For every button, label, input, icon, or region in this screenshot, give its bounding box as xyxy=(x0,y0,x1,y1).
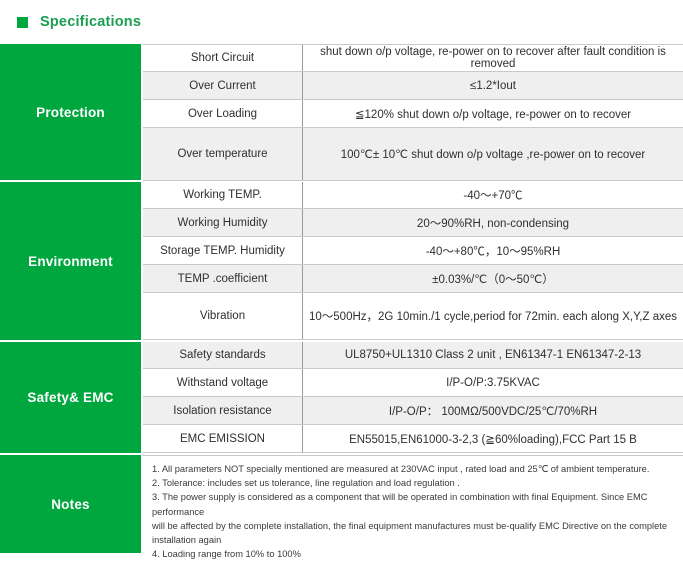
spec-group-environment: Environment Working TEMP. -40～+70℃ Worki… xyxy=(0,182,683,342)
spec-group-protection: Protection Short Circuit shut down o/p v… xyxy=(0,44,683,182)
group-label-environment: Environment xyxy=(0,182,141,342)
green-square-bullet-icon xyxy=(17,16,28,28)
notes-body: 1. All parameters NOT specially mentione… xyxy=(141,455,683,559)
table-row: TEMP .coefficient ±0.03%/℃（0～50℃） xyxy=(143,265,683,293)
group-label-safety-emc: Safety& EMC xyxy=(0,342,141,455)
table-row: Working Humidity 20～90%RH, non-condensin… xyxy=(143,209,683,237)
table-row: Over temperature 100℃± 10℃ shut down o/p… xyxy=(143,128,683,181)
row-value: UL8750+UL1310 Class 2 unit , EN61347-1 E… xyxy=(303,342,683,368)
row-key: Safety standards xyxy=(143,342,303,368)
group-rows-environment: Working TEMP. -40～+70℃ Working Humidity … xyxy=(141,182,683,342)
row-key: TEMP .coefficient xyxy=(143,265,303,292)
table-row: Storage TEMP. Humidity -40～+80℃，10～95%RH xyxy=(143,237,683,265)
group-label-notes: Notes xyxy=(0,455,141,553)
table-row: Over Current ≤1.2*Iout xyxy=(143,72,683,100)
row-value: 20～90%RH, non-condensing xyxy=(303,209,683,236)
note-line: 4. Loading range from 10% to 100% xyxy=(152,549,301,560)
note-line: will be affected by the complete install… xyxy=(152,520,668,531)
row-value: -40～+80℃，10～95%RH xyxy=(303,237,683,264)
row-key: Working TEMP. xyxy=(143,182,303,208)
note-line: 2. Tolerance: includes set us tolerance,… xyxy=(152,478,460,489)
row-key: Short Circuit xyxy=(143,45,303,71)
table-row: Working TEMP. -40～+70℃ xyxy=(143,182,683,209)
table-row: Withstand voltage I/P-O/P:3.75KVAC xyxy=(143,369,683,397)
table-row: Safety standards UL8750+UL1310 Class 2 u… xyxy=(143,342,683,369)
specifications-table: Protection Short Circuit shut down o/p v… xyxy=(0,44,683,559)
row-value: I/P-O/P:3.75KVAC xyxy=(303,369,683,396)
row-key: Isolation resistance xyxy=(143,397,303,424)
row-key: Vibration xyxy=(143,293,303,339)
row-key: Working Humidity xyxy=(143,209,303,236)
table-row: Over Loading ≦120% shut down o/p voltage… xyxy=(143,100,683,128)
spec-group-safety-emc: Safety& EMC Safety standards UL8750+UL13… xyxy=(0,342,683,455)
row-value: 100℃± 10℃ shut down o/p voltage ,re-powe… xyxy=(303,128,683,180)
row-key: Storage TEMP. Humidity xyxy=(143,237,303,264)
spec-group-notes: Notes 1. All parameters NOT specially me… xyxy=(0,455,683,559)
row-key: EMC EMISSION xyxy=(143,425,303,452)
row-value: -40～+70℃ xyxy=(303,182,683,208)
page-title: Specifications xyxy=(40,14,142,30)
table-row: Isolation resistance I/P-O/P： 100MΩ/500V… xyxy=(143,397,683,425)
group-label-protection: Protection xyxy=(0,44,141,182)
note-line: installation again xyxy=(152,535,222,546)
row-key: Over Loading xyxy=(143,100,303,127)
row-value: I/P-O/P： 100MΩ/500VDC/25℃/70%RH xyxy=(303,397,683,424)
note-line: 3. The power supply is considered as a c… xyxy=(152,492,648,517)
row-key: Over temperature xyxy=(143,128,303,180)
row-value: 10～500Hz，2G 10min./1 cycle,period for 72… xyxy=(303,293,683,339)
row-key: Over Current xyxy=(143,72,303,99)
row-value: shut down o/p voltage, re-power on to re… xyxy=(303,45,683,71)
page-header: Specifications xyxy=(0,0,683,44)
row-key: Withstand voltage xyxy=(143,369,303,396)
table-row: Vibration 10～500Hz，2G 10min./1 cycle,per… xyxy=(143,293,683,340)
row-value: ≦120% shut down o/p voltage, re-power on… xyxy=(303,100,683,127)
group-rows-safety-emc: Safety standards UL8750+UL1310 Class 2 u… xyxy=(141,342,683,455)
row-value: ≤1.2*Iout xyxy=(303,72,683,99)
group-rows-protection: Short Circuit shut down o/p voltage, re-… xyxy=(141,44,683,182)
row-value: ±0.03%/℃（0～50℃） xyxy=(303,265,683,292)
table-row: EMC EMISSION EN55015,EN61000-3-2,3 (≧60%… xyxy=(143,425,683,453)
table-row: Short Circuit shut down o/p voltage, re-… xyxy=(143,44,683,72)
row-value: EN55015,EN61000-3-2,3 (≧60%loading),FCC … xyxy=(303,425,683,452)
note-line: 1. All parameters NOT specially mentione… xyxy=(152,464,650,474)
